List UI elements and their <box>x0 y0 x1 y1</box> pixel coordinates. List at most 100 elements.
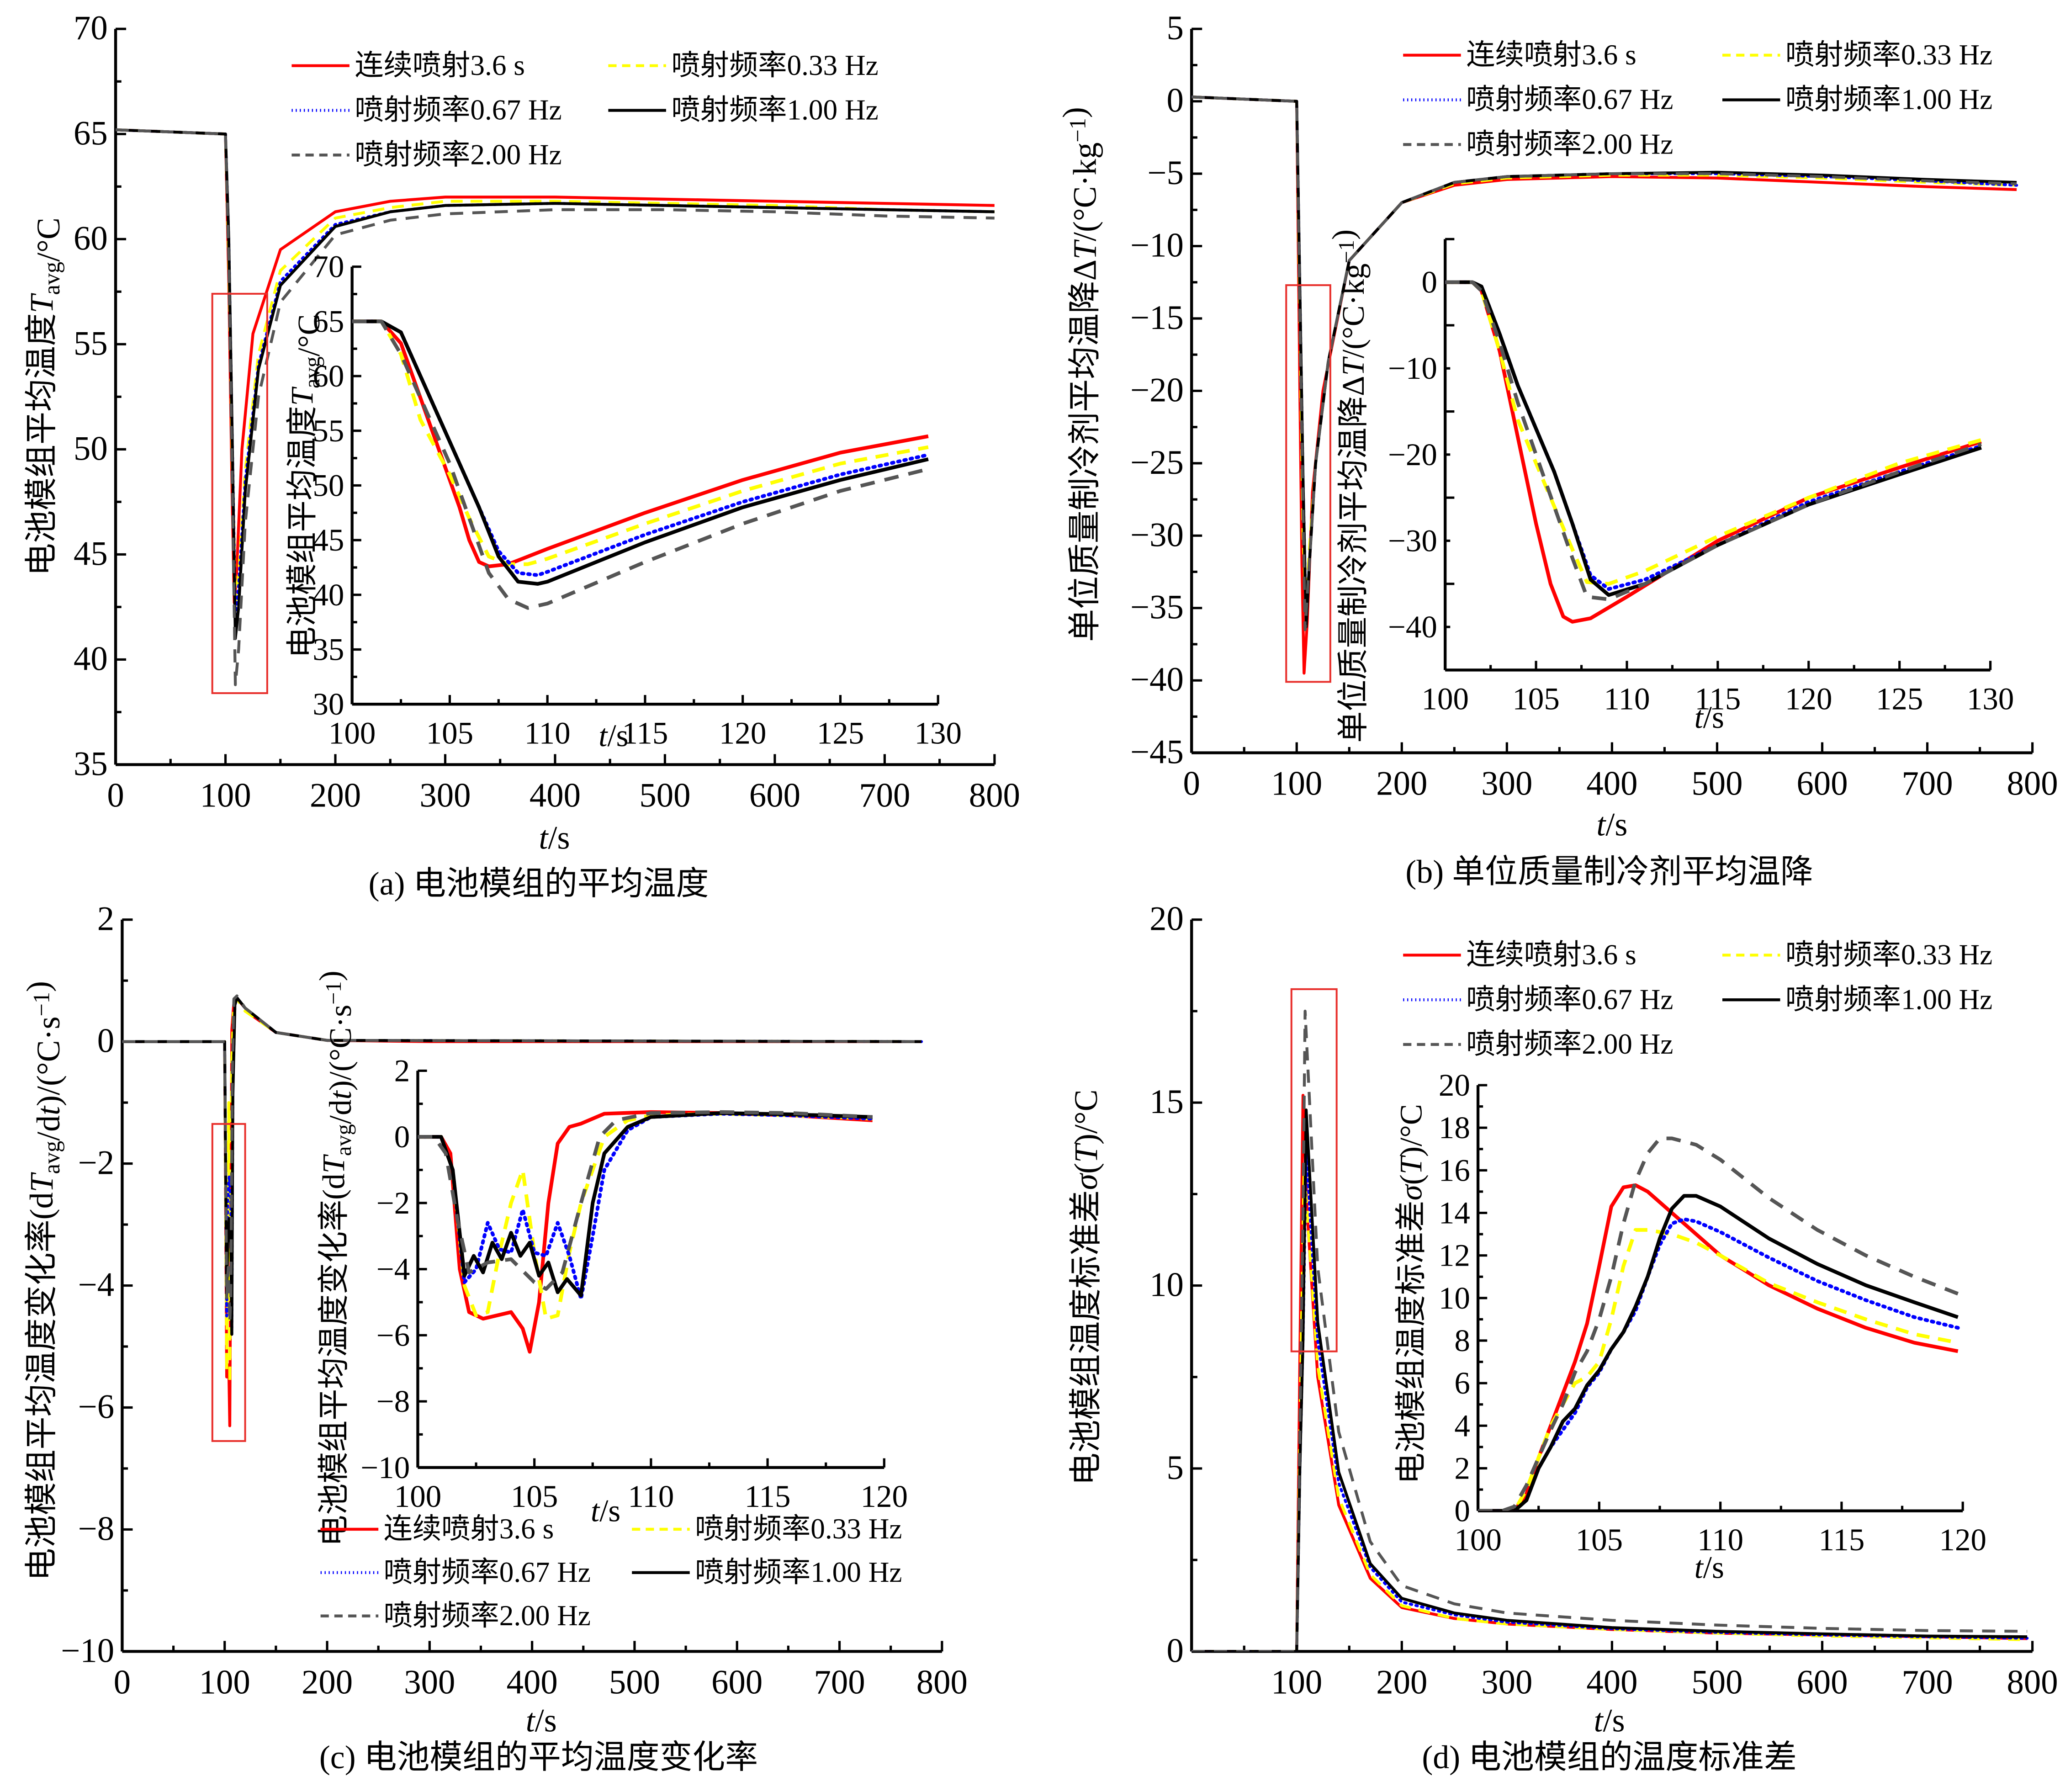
legend-item: 喷射频率0.67 Hz <box>1403 983 1673 1015</box>
y-axis-label: 电池模组平均温度Tavg/°C <box>23 217 67 576</box>
main-y-tick-label: 20 <box>1149 900 1184 938</box>
inset-y-tick-label: −10 <box>360 1450 410 1485</box>
main-x-tick-label: 300 <box>1481 765 1532 803</box>
legend-item: 连续喷射3.6 s <box>320 1513 554 1545</box>
inset-y-tick-label: 35 <box>312 632 344 667</box>
main-x-tick-label: 0 <box>114 1663 131 1701</box>
inset-y-tick-label: 4 <box>1454 1408 1470 1443</box>
label-italic: σ <box>1068 1172 1104 1190</box>
main-series-line-cont <box>1192 1093 2028 1652</box>
zoom-region-box <box>1290 988 1338 1352</box>
inset-x-tick-label: 105 <box>1576 1522 1623 1557</box>
inset-x-tick-label: 110 <box>524 716 571 750</box>
panel-d-temperature-std-dev: 100 200 300 400 500 600 700 80005101520t/s电池模组温… <box>1068 900 2058 1776</box>
label-superscript: −1 <box>28 992 54 1017</box>
legend-item: 喷射频率2.00 Hz <box>320 1600 591 1632</box>
inset-x-tick-label: 120 <box>1939 1522 1986 1557</box>
label-text: ) <box>1068 1134 1104 1145</box>
label-text: ) <box>1393 1146 1428 1157</box>
label-italic: σ <box>1393 1183 1428 1200</box>
main-y-tick-label: −8 <box>78 1510 115 1548</box>
inset-y-tick-label: −6 <box>376 1318 410 1352</box>
inset-series-line-f200 <box>352 319 929 610</box>
inset-x-tick-label: 130 <box>1967 682 2014 716</box>
label-text: 电池模组平均温度变化率(d <box>316 1173 351 1546</box>
label-text: /°C <box>291 314 326 356</box>
inset-y-tick-label: 30 <box>312 687 344 721</box>
label-text: /s <box>607 718 628 753</box>
main-y-tick-label: 5 <box>1167 9 1184 47</box>
label-text: 电池模组温度标准差 <box>1068 1190 1104 1485</box>
label-italic: T <box>23 293 60 313</box>
inset-x-tick-label: 120 <box>719 716 767 750</box>
legend-label: 喷射频率2.00 Hz <box>355 138 561 170</box>
main-series-line-f100 <box>1192 1108 2028 1652</box>
legend-item: 喷射频率1.00 Hz <box>1722 84 1992 116</box>
inset-plot: 100 105 110 115 120 125 130 −40 −30 −20 −10 0 t/s 单位质… <box>1326 229 2014 743</box>
label-text: /(°C·kg <box>1066 143 1103 241</box>
inset-x-tick-label: 105 <box>426 716 474 750</box>
inset-plot: 100 105 110 115 120 125 130 30 35 40 45 50 55 60 65 70 t… <box>285 249 962 753</box>
label-text: 电池模组温度标准差 <box>1393 1200 1428 1484</box>
label-text: ) <box>313 970 348 981</box>
label-text: /°C <box>1068 1089 1104 1134</box>
label-text: d <box>323 1100 358 1115</box>
legend-item: 喷射频率0.33 Hz <box>1722 939 1992 971</box>
zoom-region-box <box>1285 284 1331 683</box>
label-text: /s <box>1603 1702 1625 1739</box>
main-x-tick-label: 0 <box>107 776 124 814</box>
main-x-tick-label: 600 <box>1796 765 1848 803</box>
label-italic: T <box>23 1172 60 1192</box>
inset-x-tick-label: 110 <box>1697 1522 1743 1557</box>
inset-x-tick-label: 130 <box>914 716 962 750</box>
main-series-line-f033 <box>122 997 921 1385</box>
main-x-tick-label: 300 <box>419 776 471 814</box>
main-x-tick-label: 200 <box>1376 765 1427 803</box>
main-y-tick-label: 60 <box>74 219 108 257</box>
x-axis-label: t/s <box>598 718 628 753</box>
inset-series-line-f200 <box>418 1110 873 1291</box>
x-axis-label: t/s <box>591 1494 620 1528</box>
legend-item: 喷射频率1.00 Hz <box>632 1556 902 1588</box>
legend-label: 连续喷射3.6 s <box>384 1513 554 1545</box>
main-x-tick-label: 800 <box>916 1663 968 1701</box>
legend-item: 连续喷射3.6 s <box>1403 939 1636 971</box>
main-x-tick-label: 300 <box>1481 1663 1532 1701</box>
inset-x-tick-label: 120 <box>861 1479 908 1514</box>
main-x-tick-label: 700 <box>1901 765 1953 803</box>
main-x-tick-label: 200 <box>302 1663 353 1701</box>
x-axis-label: t/s <box>526 1702 557 1739</box>
inset-y-tick-label: 2 <box>1454 1451 1470 1486</box>
main-y-tick-label: −4 <box>78 1266 115 1304</box>
label-text: /s <box>548 819 570 856</box>
label-italic: t <box>1596 806 1606 843</box>
inset-y-axis-label: 电池模组平均温度Tavg/°C <box>285 314 326 658</box>
inset-y-tick-label: 10 <box>1439 1281 1470 1315</box>
main-y-tick-label: 0 <box>97 1022 114 1060</box>
panel-a-average-temperature: 0 100 200 300 400 500 600 700 800 35 40 45 50 55 60 65 7… <box>23 9 1020 902</box>
main-y-tick-label: −5 <box>1147 154 1184 192</box>
main-y-tick-label: 70 <box>74 9 108 47</box>
legend-item: 连续喷射3.6 s <box>1403 39 1636 71</box>
inset-x-tick-label: 105 <box>1512 682 1560 716</box>
main-series-line-f033 <box>116 128 995 602</box>
legend-item: 喷射频率0.33 Hz <box>608 49 879 81</box>
label-text: Δ <box>1066 260 1103 281</box>
main-y-tick-label: 0 <box>1167 82 1184 120</box>
main-y-tick-label: −10 <box>61 1632 114 1670</box>
main-series-line-f200 <box>1192 1009 2028 1652</box>
label-text: /s <box>1703 1550 1724 1585</box>
x-axis-label: t/s <box>1695 1550 1724 1585</box>
main-x-tick-label: 500 <box>1691 1663 1742 1701</box>
label-text: /s <box>599 1494 620 1528</box>
legend-label: 喷射频率2.00 Hz <box>1466 128 1673 160</box>
legend-item: 连续喷射3.6 s <box>291 49 525 81</box>
label-italic: t <box>539 819 549 856</box>
inset-series-line-cont <box>1445 280 1982 624</box>
label-text: ) <box>1326 229 1361 240</box>
main-y-tick-label: −10 <box>1130 227 1184 265</box>
inset-y-tick-label: 20 <box>1439 1068 1470 1103</box>
label-text: ) <box>20 981 56 992</box>
inset-x-tick-label: 110 <box>628 1479 674 1514</box>
